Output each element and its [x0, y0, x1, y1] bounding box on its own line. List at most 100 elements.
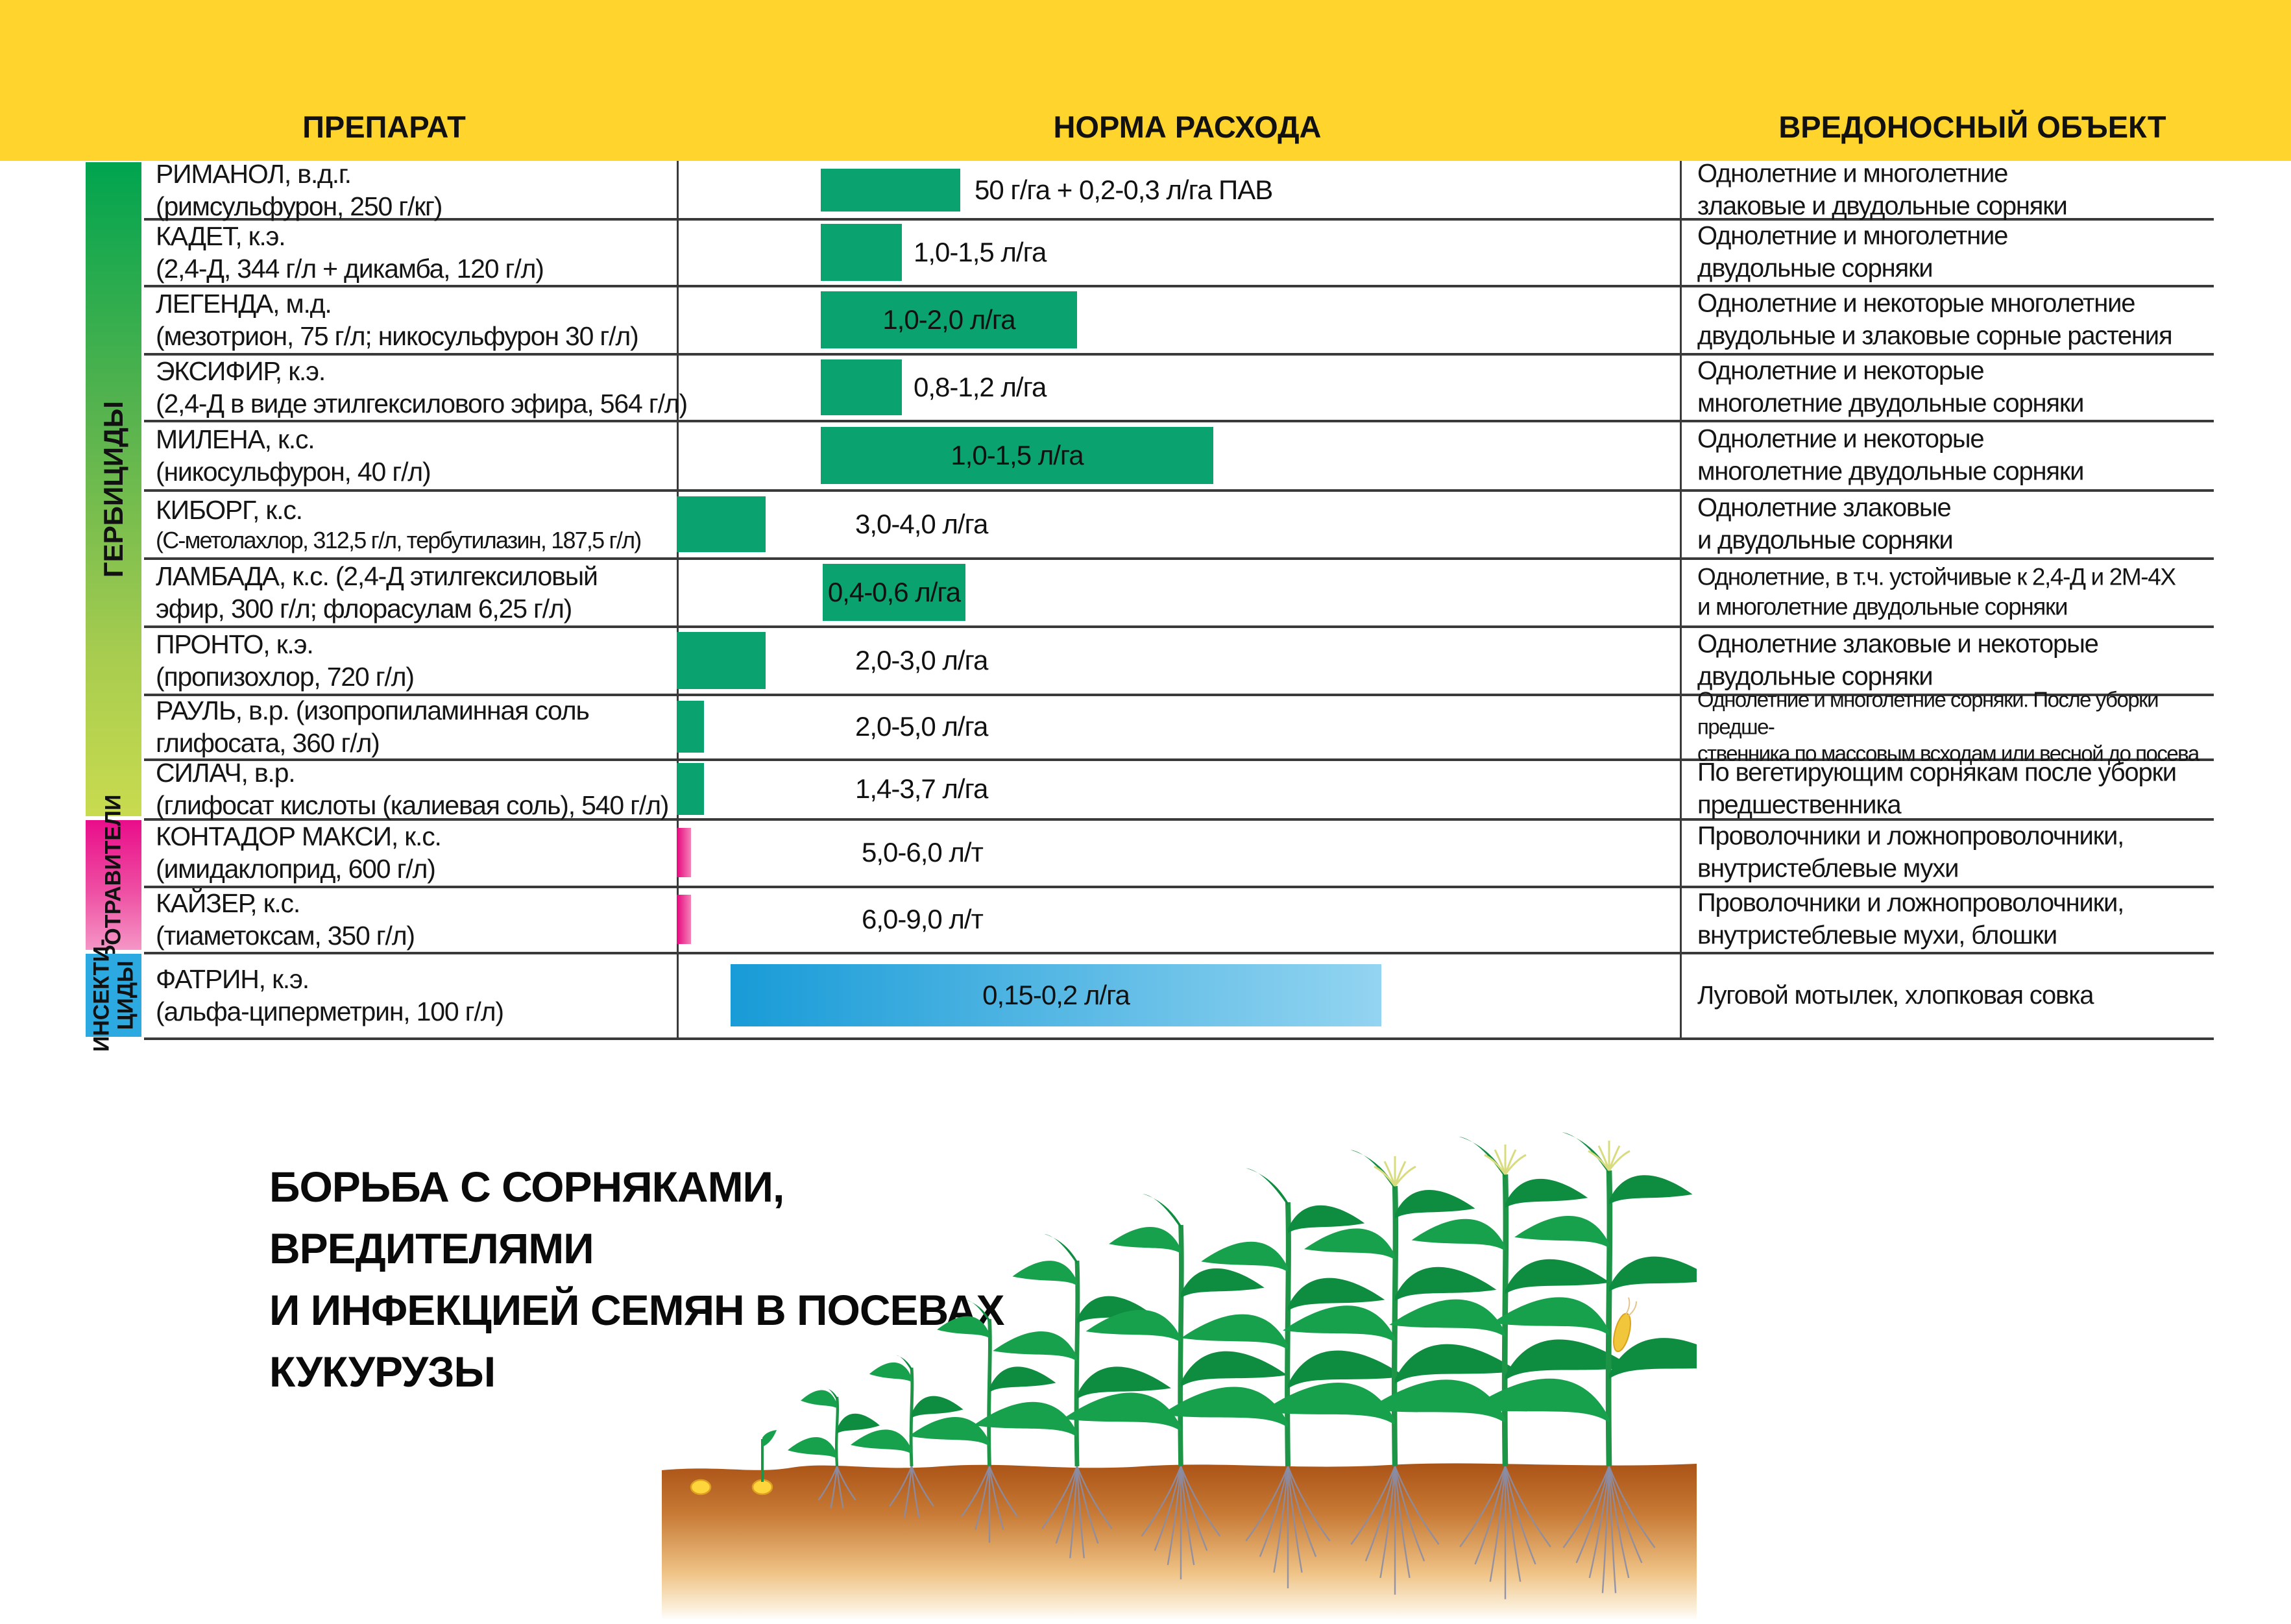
corn-plant-stage — [1469, 1132, 1697, 1594]
row-divider — [144, 420, 2214, 422]
product-formulation: (пропизохлор, 720 г/л) — [156, 661, 415, 692]
product-name: ФАТРИН, к.э. — [156, 963, 309, 994]
column-divider — [1680, 161, 1682, 1038]
corn-plant-stage — [1261, 1150, 1518, 1595]
product-cell: МИЛЕНА, к.с. (никосульфурон, 40 г/л) — [156, 422, 675, 487]
rate-value: 6,0-9,0 л/т — [862, 904, 984, 934]
table-row: МИЛЕНА, к.с. (никосульфурон, 40 г/л) 1,0… — [0, 420, 2291, 490]
product-name: КАДЕТ, к.э. — [156, 221, 286, 251]
row-divider — [144, 625, 2214, 628]
rate-bar — [677, 828, 691, 877]
corn-growth-illustration — [662, 1132, 1697, 1620]
table-row: ЭКСИФИР, к.э. (2,4-Д в виде этилгексилов… — [0, 354, 2291, 420]
product-formulation: (глифосат кислоты (калиевая соль), 540 г… — [156, 790, 669, 820]
row-divider — [144, 353, 2214, 356]
row-divider — [144, 818, 2214, 821]
table-row: СИЛАЧ, в.р. (глифосат кислоты (калиевая … — [0, 757, 2291, 821]
target-text: Однолетние и многолетние двудольные сорн… — [1697, 221, 2008, 283]
product-name: КАЙЗЕР, к.с. — [156, 888, 300, 918]
corn-plant-stage — [788, 1388, 880, 1509]
rate-value: 2,0-3,0 л/га — [855, 644, 988, 675]
table-row: РАУЛЬ, в.р. (изопропиламинная соль глифо… — [0, 688, 2291, 766]
soil — [662, 1463, 1697, 1620]
rate-value: 2,0-5,0 л/га — [855, 711, 988, 742]
rate-bar — [677, 496, 766, 552]
product-cell: КАЙЗЕР, к.с. (тиаметоксам, 350 г/л) — [156, 887, 675, 952]
corn-plant-stage — [851, 1355, 964, 1518]
rate-bar: 1,0-2,0 л/га — [821, 291, 1077, 348]
product-formulation: (имидаклоприд, 600 г/л) — [156, 854, 436, 884]
header-band: ПРЕПАРАТ НОРМА РАСХОДА ВРЕДОНОСНЫЙ ОБЪЕК… — [0, 0, 2291, 161]
corn-plant-stage — [751, 1430, 777, 1496]
target-text: Однолетние и многолетние злаковые и двуд… — [1697, 159, 2068, 221]
product-formulation: (С-метолахлор, 312,5 г/л, тербутилазин, … — [156, 526, 642, 553]
product-formulation: (римсульфурон, 250 г/кг) — [156, 191, 442, 221]
row-divider — [144, 557, 2214, 560]
rate-value: 5,0-6,0 л/т — [862, 837, 984, 867]
category-insecticides: ИНСЕКТИ- ЦИДЫ — [86, 939, 141, 1052]
product-name: РАУЛЬ, в.р. (изопропиламинная соль — [156, 695, 590, 725]
rate-value: 1,4-3,7 л/га — [855, 773, 988, 804]
rate-value: 50 г/га + 0,2-0,3 л/га ПАВ — [975, 174, 1273, 205]
product-formulation: эфир, 300 г/л; флорасулам 6,25 г/л) — [156, 593, 572, 624]
product-formulation: глифосата, 360 г/л) — [156, 728, 380, 758]
corn-plant-stage — [1366, 1136, 1632, 1599]
rate-bar — [677, 631, 766, 689]
corn-plant-stage — [909, 1300, 1056, 1543]
product-formulation: (мезотрион, 75 г/л; никосульфурон 30 г/л… — [156, 321, 639, 351]
row-divider — [144, 952, 2214, 954]
column-header-target: ВРЕДОНОСНЫЙ ОБЪЕКТ — [1778, 110, 2166, 144]
product-formulation: (2,4-Д в виде этилгексилового эфира, 564… — [156, 388, 688, 418]
product-cell: ЛЕГЕНДА, м.д. (мезотрион, 75 г/л; никосу… — [156, 287, 675, 352]
table-row: КОНТАДОР МАКСИ, к.с. (имидаклоприд, 600 … — [0, 819, 2291, 886]
rate-value: 1,0-1,5 л/га — [951, 439, 1084, 470]
rate-value: 1,0-2,0 л/га — [882, 304, 1015, 335]
rate-value: 0,8-1,2 л/га — [914, 371, 1047, 402]
product-cell: ЭКСИФИР, к.э. (2,4-Д в виде этилгексилов… — [156, 354, 688, 419]
row-divider — [144, 1037, 2214, 1040]
product-name: КИБОРГ, к.с. — [156, 494, 303, 525]
target-text: Однолетние и некоторые многолетние двудо… — [1697, 289, 2173, 350]
rate-bar — [677, 701, 704, 753]
rate-bar — [677, 895, 691, 944]
table-row: ПРОНТО, к.э. (пропизохлор, 720 г/л) 2,0-… — [0, 626, 2291, 694]
product-formulation: (альфа-циперметрин, 100 г/л) — [156, 997, 504, 1026]
rate-bar: 1,0-1,5 л/га — [821, 426, 1213, 484]
table-row: КАЙЗЕР, к.с. (тиаметоксам, 350 г/л) 6,0-… — [0, 886, 2291, 952]
product-name: РИМАНОЛ, в.д.г. — [156, 158, 352, 189]
product-cell: КИБОРГ, к.с. (С-метолахлор, 312,5 г/л, т… — [156, 494, 675, 555]
row-divider — [144, 218, 2214, 221]
target-text: Проволочники и ложнопроволочники, внутри… — [1697, 888, 2124, 950]
corn-plant-stage — [690, 1479, 712, 1496]
category-herbicides: ГЕРБИЦИДЫ — [86, 162, 141, 816]
target-text: Однолетние и некоторые многолетние двудо… — [1697, 424, 2084, 486]
table-row: КАДЕТ, к.э. (2,4-Д, 344 г/л + дикамба, 1… — [0, 219, 2291, 285]
product-name: СИЛАЧ, в.р. — [156, 757, 296, 788]
row-divider — [144, 694, 2214, 696]
rate-bar — [677, 763, 704, 815]
product-formulation: (2,4-Д, 344 г/л + дикамба, 120 г/л) — [156, 253, 544, 284]
rate-bar — [821, 223, 902, 281]
product-cell: РАУЛЬ, в.р. (изопропиламинная соль глифо… — [156, 694, 675, 759]
product-cell: КОНТАДОР МАКСИ, к.с. (имидаклоприд, 600 … — [156, 820, 675, 885]
rate-value: 3,0-4,0 л/га — [855, 508, 988, 539]
product-cell: КАДЕТ, к.э. (2,4-Д, 344 г/л + дикамба, 1… — [156, 219, 675, 284]
target-text: Однолетние, в т.ч. устойчивые к 2,4-Д и … — [1697, 563, 2176, 620]
target-text: Однолетние и многолетние сорняки. После … — [1697, 687, 2200, 766]
target-text: Проволочники и ложнопроволочники, внутри… — [1697, 821, 2124, 883]
column-header-rate: НОРМА РАСХОДА — [1053, 110, 1322, 144]
row-divider — [144, 758, 2214, 761]
table-row: ЛАМБАДА, к.с. (2,4-Д этилгексиловый эфир… — [0, 558, 2291, 626]
product-cell: СИЛАЧ, в.р. (глифосат кислоты (калиевая … — [156, 757, 675, 821]
product-name: ПРОНТО, к.э. — [156, 629, 314, 659]
rate-bar — [821, 168, 960, 212]
column-header-product: ПРЕПАРАТ — [302, 110, 466, 144]
product-cell: РИМАНОЛ, в.д.г. (римсульфурон, 250 г/кг) — [156, 157, 675, 222]
product-name: КОНТАДОР МАКСИ, к.с. — [156, 821, 442, 851]
column-divider — [677, 161, 679, 1038]
target-text: Однолетние злаковые и некоторые двудольн… — [1697, 629, 2099, 691]
row-divider — [144, 285, 2214, 287]
target-text: Луговой мотылек, хлопковая совка — [1697, 980, 2094, 1010]
product-name: ЛЕГЕНДА, м.д. — [156, 288, 332, 319]
rate-bar: 0,15-0,2 л/га — [731, 964, 1381, 1026]
